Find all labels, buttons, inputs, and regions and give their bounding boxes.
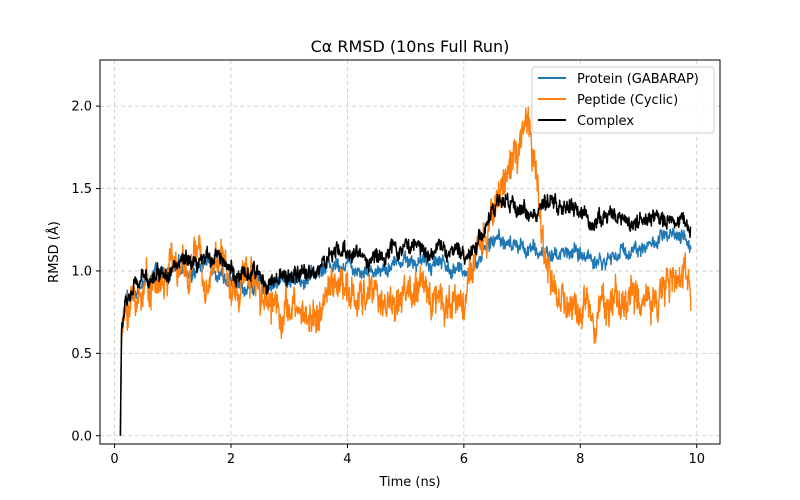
y-tick-label: 0.5 bbox=[71, 347, 92, 362]
chart-title: Cα RMSD (10ns Full Run) bbox=[311, 37, 510, 56]
legend: Protein (GABARAP) Peptide (Cyclic) Compl… bbox=[531, 66, 715, 134]
x-tick-label: 2 bbox=[227, 452, 235, 467]
series-line-protein bbox=[119, 227, 692, 436]
x-tick-label: 6 bbox=[460, 452, 468, 467]
x-tick-label: 0 bbox=[110, 452, 118, 467]
x-axis-label: Time (ns) bbox=[378, 475, 440, 490]
y-tick-label: 0.0 bbox=[71, 429, 92, 444]
series-line-complex bbox=[119, 192, 692, 436]
plot-frame bbox=[99, 59, 721, 445]
x-tick-label: 10 bbox=[688, 452, 705, 467]
axis-ticks: 0 2 4 6 8 10 0.0 0.5 1.0 1.5 2.0 bbox=[71, 100, 705, 467]
y-axis-label: RMSD (Å) bbox=[46, 221, 62, 283]
legend-label-peptide: Peptide (Cyclic) bbox=[577, 93, 678, 108]
legend-label-protein: Protein (GABARAP) bbox=[577, 72, 699, 87]
series-line-peptide bbox=[119, 106, 692, 436]
y-tick-label: 1.0 bbox=[71, 264, 92, 279]
y-tick-label: 1.5 bbox=[71, 182, 92, 197]
x-tick-label: 4 bbox=[343, 452, 351, 467]
series-lines bbox=[119, 106, 692, 436]
y-tick-label: 2.0 bbox=[71, 100, 92, 115]
legend-box bbox=[531, 66, 715, 134]
legend-label-complex: Complex bbox=[577, 114, 634, 129]
x-tick-label: 8 bbox=[576, 452, 584, 467]
